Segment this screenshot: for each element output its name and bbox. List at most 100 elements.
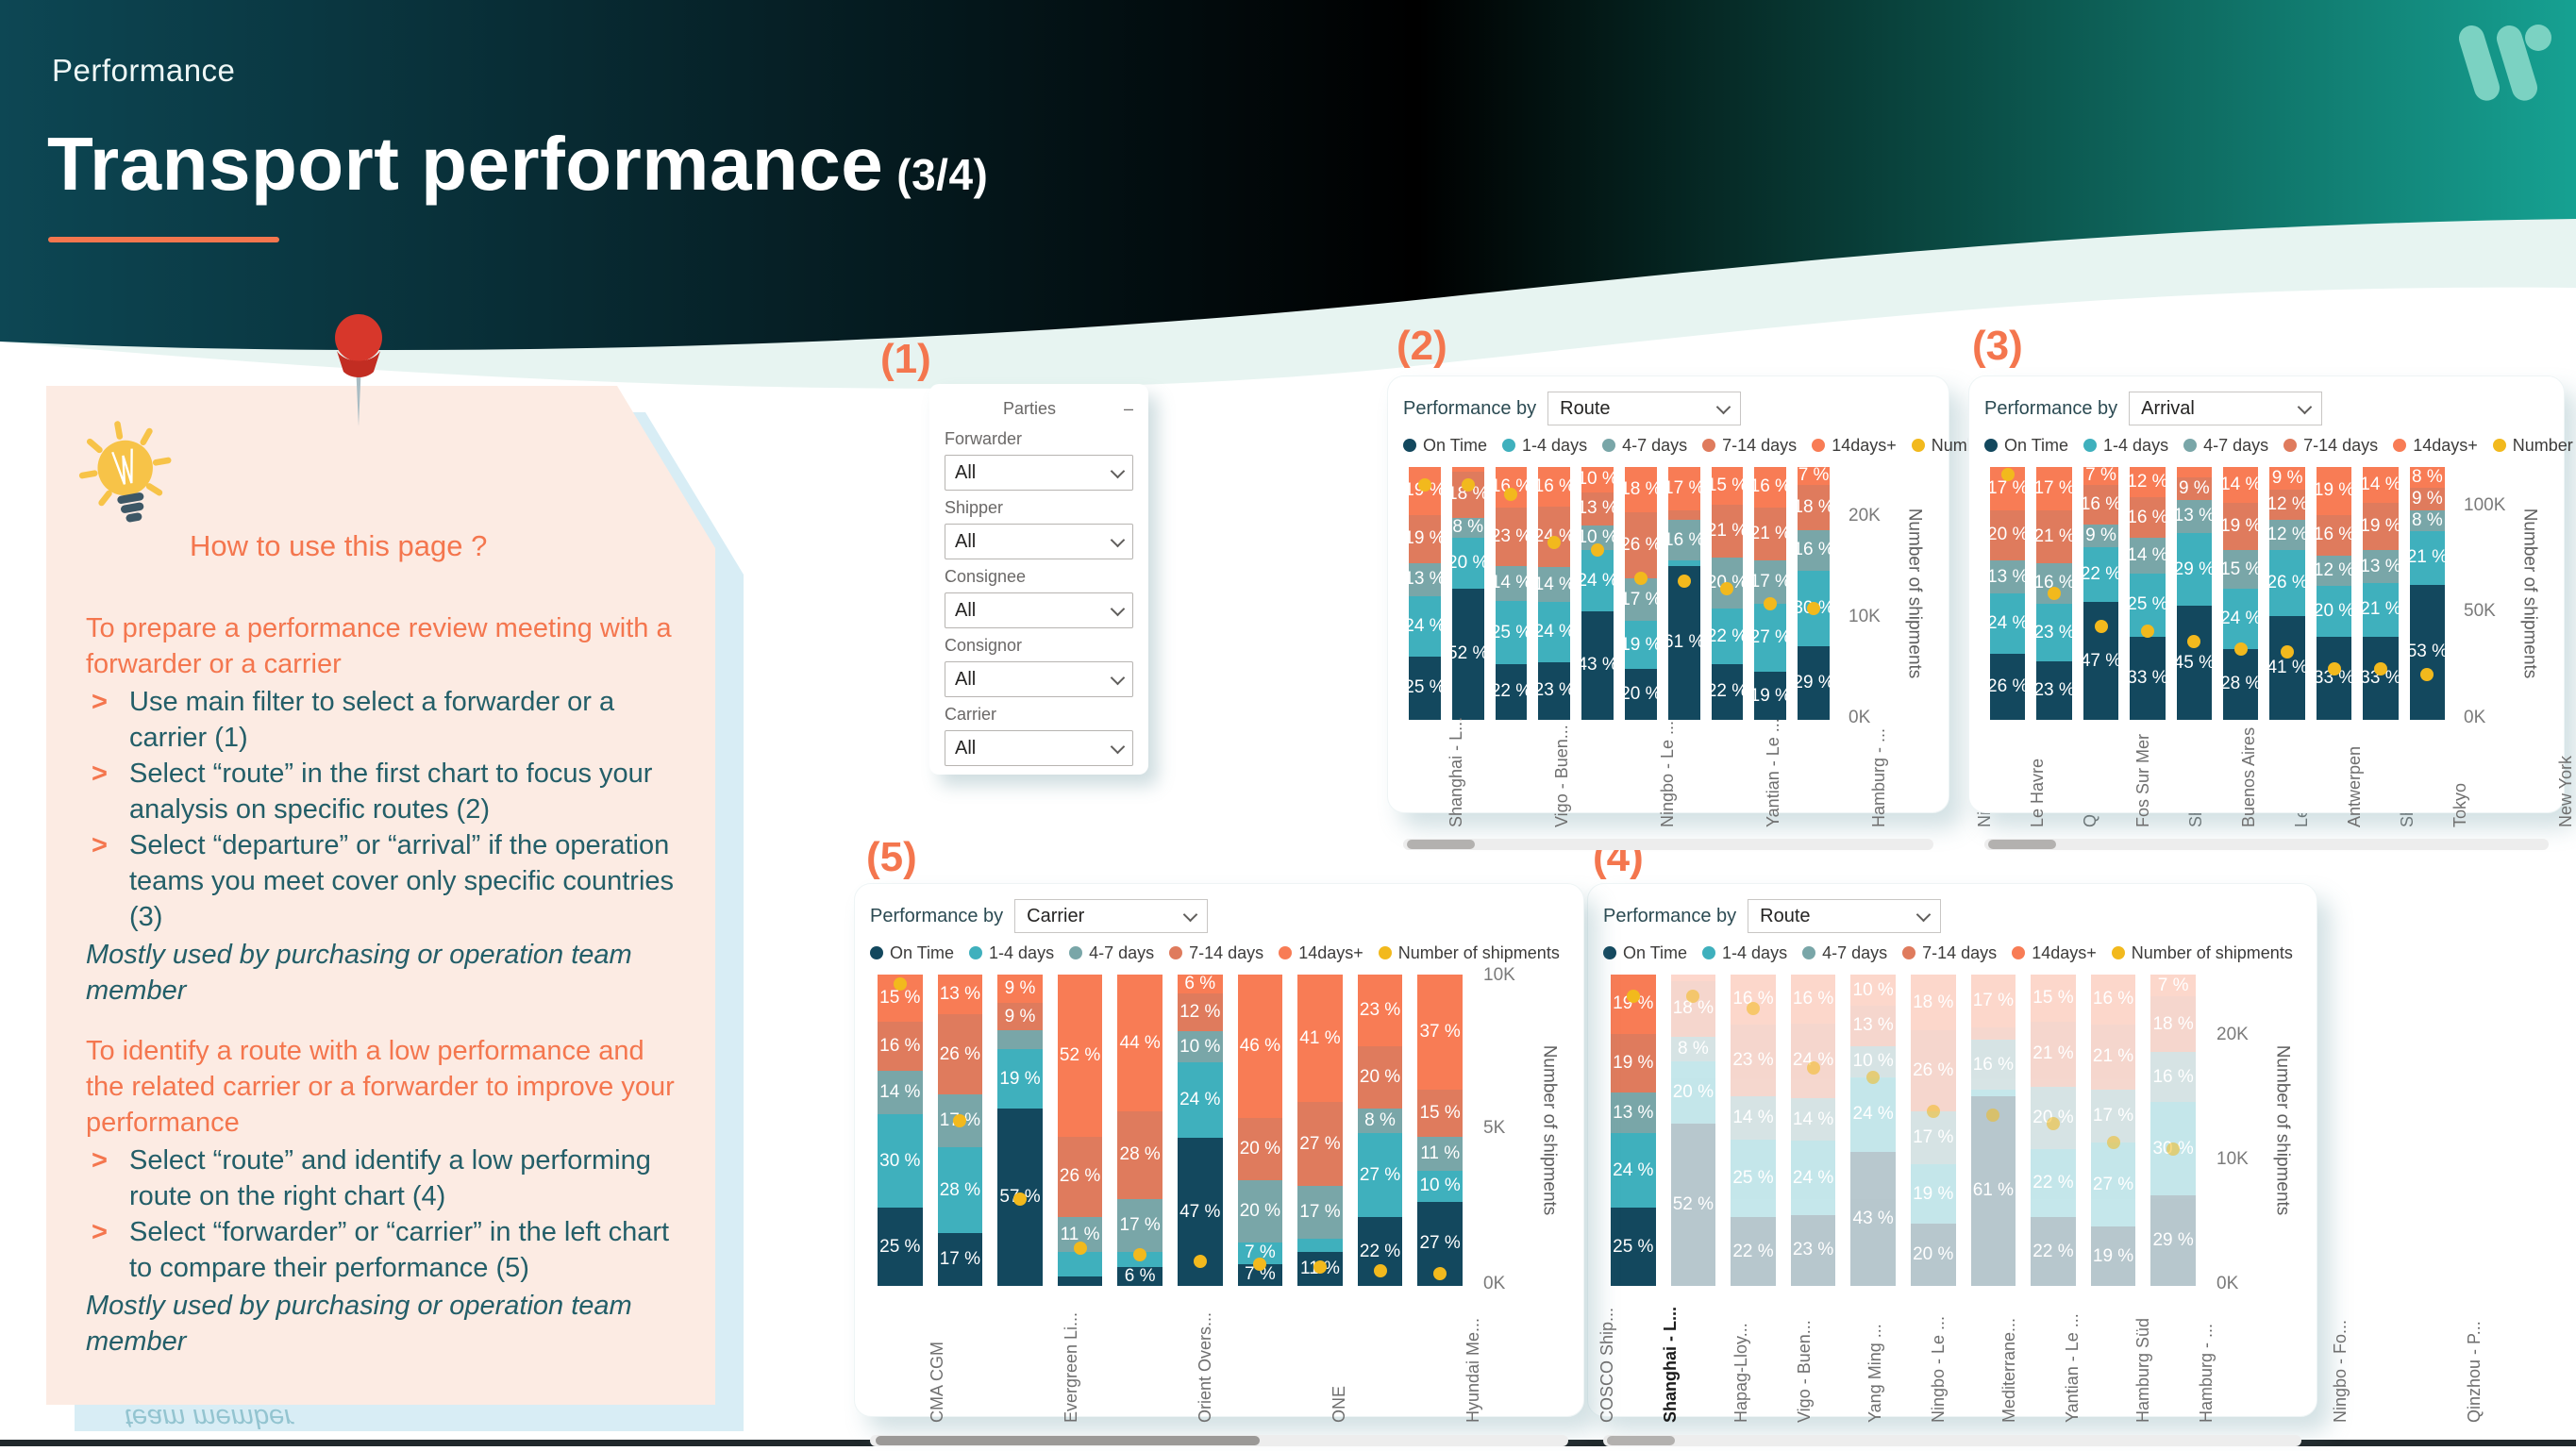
bar-segment[interactable]: 26 %	[1987, 654, 2028, 720]
bar-segment[interactable]: 17 %	[937, 1233, 983, 1286]
bar-segment[interactable]: 22 %	[1707, 609, 1748, 664]
legend-item[interactable]: 14days+	[2012, 943, 2097, 963]
legend-item[interactable]: 1-4 days	[1502, 436, 1587, 456]
bar[interactable]: 9 % 12 % 12 % 26 % 41 %	[2267, 467, 2308, 720]
bar[interactable]: 14 % 19 % 13 % 21 % 33 %	[2360, 467, 2401, 720]
bar-segment[interactable]: 44 %	[1117, 975, 1163, 1112]
bar-segment[interactable]: 20 %	[2314, 585, 2354, 637]
bar-segment[interactable]: 19 %	[2314, 467, 2354, 515]
bar-segment[interactable]: 41 %	[1297, 975, 1343, 1103]
bar-segment[interactable]: 47 %	[2081, 602, 2121, 720]
bar-segment[interactable]: 19 %	[997, 1049, 1043, 1109]
legend-item[interactable]: 4-7 days	[1802, 943, 1887, 963]
bar-segment[interactable]: 24 %	[1534, 602, 1575, 662]
bar-segment[interactable]: 12 %	[2267, 520, 2308, 551]
bar-segment[interactable]: 15 %	[2220, 550, 2261, 589]
bar-segment[interactable]: 13 %	[2360, 550, 2401, 584]
bar-segment[interactable]: 10 %	[1850, 1045, 1896, 1077]
forwarder-dropdown[interactable]: All	[945, 455, 1133, 491]
bar[interactable]: 16 % 24 % 14 % 24 % 23 %	[1790, 975, 1836, 1286]
bar[interactable]: 15 % 21 % 20 % 22 % 22 %	[2031, 975, 2076, 1286]
bar-segment[interactable]: 43 %	[1850, 1152, 1896, 1286]
legend-item[interactable]: 7-14 days	[1902, 943, 1997, 963]
bar[interactable]: 46 % 20 % 20 % 7 % 7 %	[1237, 975, 1283, 1286]
bar-segment[interactable]: 19 %	[2090, 1226, 2136, 1286]
bar-segment[interactable]: 20 %	[1357, 1045, 1403, 1109]
consignee-dropdown[interactable]: All	[945, 592, 1133, 628]
bar-segment[interactable]: 16 %	[1750, 467, 1791, 508]
bar-segment[interactable]: 19 %	[1910, 1164, 1956, 1224]
bar-segment[interactable]: 45 %	[2174, 606, 2215, 720]
bar-segment[interactable]: 24 %	[1790, 1024, 1836, 1098]
shipper-dropdown[interactable]: All	[945, 524, 1133, 559]
bar-segment[interactable]	[1451, 467, 1484, 473]
bar-segment[interactable]: 13 %	[937, 975, 983, 1015]
bar-segment[interactable]: 47 %	[1177, 1138, 1223, 1286]
bar-segment[interactable]: 41 %	[2267, 616, 2308, 720]
bar-segment[interactable]: 27 %	[1750, 603, 1791, 673]
bar-segment[interactable]: 23 %	[1491, 507, 1531, 566]
bar-segment[interactable]: 8 %	[2409, 510, 2446, 531]
bar-segment[interactable]: 23 %	[1731, 1024, 1776, 1096]
bar-segment[interactable]: 23 %	[2033, 661, 2075, 720]
bar-segment[interactable]: 18 %	[1620, 467, 1662, 513]
bar-segment[interactable]: 19 %	[1404, 514, 1446, 563]
bar-segment[interactable]	[1970, 1027, 2016, 1041]
legend-item[interactable]: 1-4 days	[1702, 943, 1787, 963]
legend-item[interactable]: Number of shipments	[1378, 943, 1560, 963]
bar[interactable]: 19 % 19 % 13 % 24 % 25 %	[1611, 975, 1656, 1286]
bar-segment[interactable]: 8 %	[2409, 467, 2446, 488]
bar-segment[interactable]: 53 %	[2407, 584, 2448, 720]
bar-segment[interactable]: 16 %	[2081, 484, 2121, 525]
bar[interactable]: 12 % 16 % 14 % 25 % 33 %	[2127, 467, 2168, 720]
bar-segment[interactable]: 24 %	[1611, 1133, 1656, 1209]
bar-segment[interactable]: 26 %	[2267, 550, 2308, 617]
bar-segment[interactable]: 26 %	[1910, 1030, 1956, 1112]
bar[interactable]: 23 % 20 % 8 % 27 % 22 %	[1357, 975, 1403, 1286]
bar[interactable]: 19 % 16 % 12 % 20 % 33 %	[2314, 467, 2354, 720]
bar[interactable]: 13 % 26 % 17 % 28 % 17 %	[937, 975, 983, 1286]
bar-segment[interactable]: 33 %	[2127, 636, 2168, 720]
bar[interactable]: 19 % 19 % 13 % 24 % 25 %	[1404, 467, 1446, 720]
carrier-dropdown[interactable]: All	[945, 730, 1133, 766]
legend-item[interactable]: Number of shipments	[2111, 943, 2293, 963]
bar-segment[interactable]: 14 %	[1491, 565, 1531, 602]
horizontal-scrollbar[interactable]	[1984, 839, 2549, 850]
bar[interactable]: 10 % 13 % 10 % 24 % 43 %	[1850, 975, 1896, 1286]
bar-segment[interactable]	[1057, 1276, 1103, 1286]
bar-segment[interactable]: 20 %	[1237, 1179, 1283, 1243]
bar-segment[interactable]: 17 %	[1910, 1111, 1956, 1165]
legend-item[interactable]: 14days+	[1279, 943, 1363, 963]
bar-segment[interactable]: 61 %	[1664, 565, 1704, 720]
bar-segment[interactable]: 27 %	[2090, 1142, 2136, 1227]
bar-segment[interactable]: 16 %	[1731, 975, 1776, 1025]
bar-segment[interactable]: 22 %	[1707, 664, 1748, 720]
bar-segment[interactable]: 13 %	[1850, 1006, 1896, 1046]
bar-segment[interactable]: 16 %	[2127, 497, 2168, 539]
legend-item[interactable]: 14days+	[1812, 436, 1897, 456]
bar-segment[interactable]: 17 %	[1970, 975, 2016, 1028]
legend-item[interactable]: 14days+	[2393, 436, 2478, 456]
bar[interactable]: 16 % 24 % 14 % 24 % 23 %	[1534, 467, 1575, 720]
bar-segment[interactable]: 12 %	[1177, 993, 1223, 1031]
bar-segment[interactable]: 24 %	[2220, 588, 2261, 649]
bar-segment[interactable]: 16 %	[1793, 529, 1834, 571]
bar-segment[interactable]: 21 %	[2407, 530, 2448, 585]
legend-item[interactable]: 7-14 days	[1169, 943, 1263, 963]
bar-segment[interactable]: 28 %	[937, 1146, 983, 1234]
scrollbar-thumb[interactable]	[876, 1436, 1260, 1445]
bar-segment[interactable]: 14 %	[1731, 1095, 1776, 1140]
horizontal-scrollbar[interactable]	[1403, 839, 1933, 850]
bar-segment[interactable]: 11 %	[1417, 1136, 1463, 1171]
bar-segment[interactable]: 21 %	[2090, 1024, 2136, 1091]
bar[interactable]: 15 % 21 % 20 % 22 % 22 %	[1707, 467, 1748, 720]
performance-by-dropdown[interactable]: Route	[1547, 392, 1742, 425]
scrollbar-thumb[interactable]	[1988, 840, 2056, 849]
bar-segment[interactable]: 16 %	[1534, 467, 1575, 508]
bar-segment[interactable]: 14 %	[1790, 1097, 1836, 1142]
bar-segment[interactable]: 12 %	[2267, 490, 2308, 521]
legend-item[interactable]: On Time	[1984, 436, 2068, 456]
bar-segment[interactable]: 16 %	[2314, 514, 2354, 556]
bar[interactable]: 41 % 27 % 17 % 11 %	[1297, 975, 1343, 1286]
performance-by-dropdown[interactable]: Arrival	[2129, 392, 2323, 425]
